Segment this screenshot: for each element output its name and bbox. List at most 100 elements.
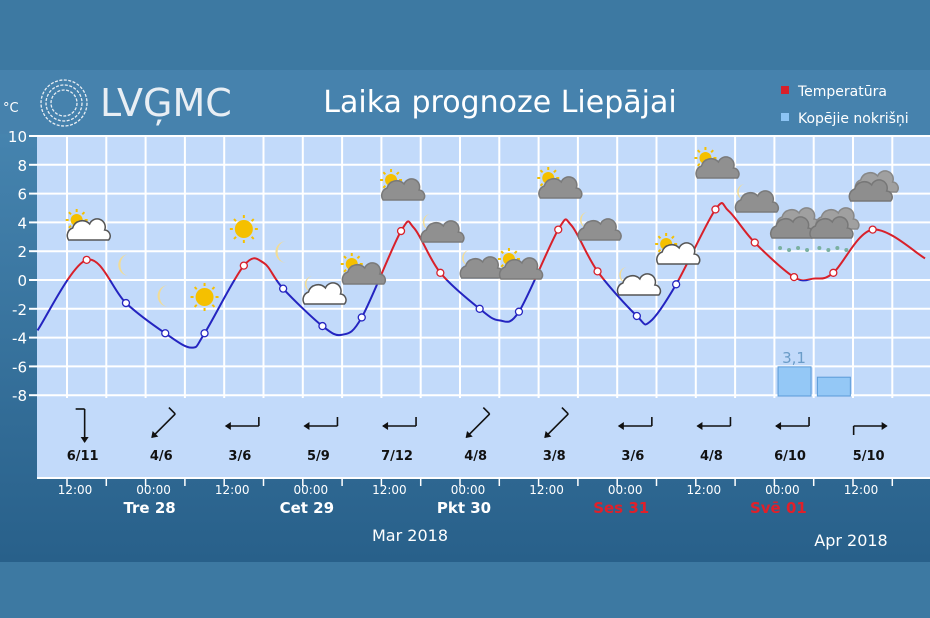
sun-ray	[553, 169, 557, 174]
day-label: Pkt 30	[437, 499, 491, 517]
sun-ray	[513, 250, 518, 255]
wind-arrow-icon	[151, 407, 176, 439]
time-label: 00:00	[451, 483, 486, 497]
sun-ray	[539, 182, 544, 187]
legend: Temperatūra Kopējie nokrišņi	[781, 84, 909, 127]
weather-icon-overcast	[848, 170, 899, 202]
y-tick-label: -4	[12, 330, 27, 348]
legend-swatch-precipitation	[781, 113, 789, 121]
moon-icon	[422, 214, 431, 230]
cloud-icon	[616, 273, 662, 296]
day-label: Ses 31	[593, 499, 649, 517]
weather-icon-sun	[190, 283, 219, 311]
sleet-icon	[835, 246, 840, 250]
y-tick-label: -2	[12, 301, 27, 319]
weather-icon-moon	[118, 254, 130, 276]
page-title: Laika prognoze Liepājai	[323, 85, 676, 120]
grid	[37, 135, 930, 486]
temperature-point	[632, 311, 641, 321]
temperature-point	[789, 272, 799, 282]
wind-arrow-head	[151, 430, 159, 439]
moon-icon	[737, 184, 746, 200]
cloud-icon	[380, 178, 426, 201]
wind-arrow-icon	[617, 417, 653, 430]
wind-speed-label: 4/6	[150, 449, 173, 464]
sleet-icon	[817, 246, 822, 250]
temperature-point	[239, 261, 249, 270]
sun-ray	[539, 169, 544, 174]
wind-panel	[37, 398, 930, 478]
sun-ray	[657, 248, 662, 253]
sun-ray	[211, 286, 216, 290]
moon-icon	[579, 212, 588, 228]
weather-icon-overcast-sleet	[809, 207, 860, 252]
wind-speed-label: 4/8	[464, 449, 487, 464]
header-bar	[0, 70, 930, 134]
sun-ray	[343, 268, 347, 273]
weather-icon-sun-grey-cloud	[340, 253, 387, 285]
weather-icon-sun-white-cloud	[655, 233, 701, 265]
sun-ray	[68, 211, 72, 216]
wind-arrow-icon	[224, 417, 260, 430]
snow-icon	[805, 248, 810, 252]
y-tick-label: -6	[12, 358, 27, 376]
temperature-point	[121, 298, 131, 308]
y-tick-label: 2	[17, 243, 27, 261]
snow-icon	[778, 246, 783, 250]
wind-speed-label: 5/9	[307, 449, 330, 464]
sun-ray	[500, 250, 505, 255]
unit-label: °C	[3, 101, 19, 116]
weather-icon-sun-grey-cloud	[537, 167, 583, 199]
temperature-line	[36, 202, 926, 349]
legend-label-temperature: Temperatūra	[797, 84, 887, 100]
sleet-icon	[826, 248, 831, 252]
wind-arrow-head	[303, 422, 310, 430]
wind-arrow-head	[80, 437, 89, 443]
moon-icon	[118, 254, 130, 276]
weather-icon-moon-grey-cloud	[577, 212, 622, 241]
weather-icon-moon	[275, 241, 287, 263]
sun-ray	[211, 304, 216, 308]
temperature-point	[514, 307, 524, 316]
temperature-point	[711, 205, 720, 214]
day-label: Cet 29	[280, 499, 334, 517]
cloud-icon	[538, 176, 583, 199]
legend-label-precipitation: Kopējie nokrišņi	[798, 111, 909, 127]
wind-arrow-head	[544, 430, 552, 439]
time-label: 00:00	[294, 483, 329, 497]
y-tick-label: 8	[17, 157, 27, 175]
wind-speed-label: 3/6	[228, 449, 251, 464]
sun-ray	[193, 286, 198, 290]
temperature-point	[357, 313, 366, 322]
logo-rings-icon	[40, 79, 88, 127]
moon-icon	[462, 250, 471, 266]
weather-icons	[65, 147, 899, 311]
weather-icon-sun-grey-cloud	[497, 248, 544, 280]
weather-icon-sun-white-cloud	[65, 209, 111, 241]
weather-icon-moon-grey-cloud	[420, 214, 465, 243]
logo-text: LVĢMC	[100, 81, 232, 125]
wind-speed-label: 6/11	[67, 449, 99, 464]
sun-ray	[696, 149, 701, 154]
wind-arrow-head	[382, 422, 389, 430]
sun-ray	[382, 184, 387, 189]
temperature-point	[593, 267, 602, 276]
wind-arrow-tail	[561, 407, 569, 415]
weather-icon-moon-grey-cloud	[734, 184, 780, 213]
time-label: 00:00	[765, 483, 800, 497]
cloud-icon	[66, 218, 111, 241]
weather-icon-moon-white-cloud	[616, 267, 662, 296]
wind-arrow-icon	[696, 417, 732, 430]
sleet-icon	[844, 248, 849, 252]
time-label: 12:00	[844, 483, 879, 497]
time-label: 12:00	[215, 483, 250, 497]
temperature-point	[278, 284, 288, 293]
month-label-apr: Apr 2018	[814, 531, 887, 550]
sun-icon	[195, 288, 214, 306]
moon-icon	[157, 285, 169, 307]
wind-arrow-icon	[775, 417, 810, 430]
cloud-icon	[848, 179, 893, 202]
y-tick-label: 0	[17, 272, 27, 290]
precipitation-label: 3,1	[782, 349, 806, 367]
